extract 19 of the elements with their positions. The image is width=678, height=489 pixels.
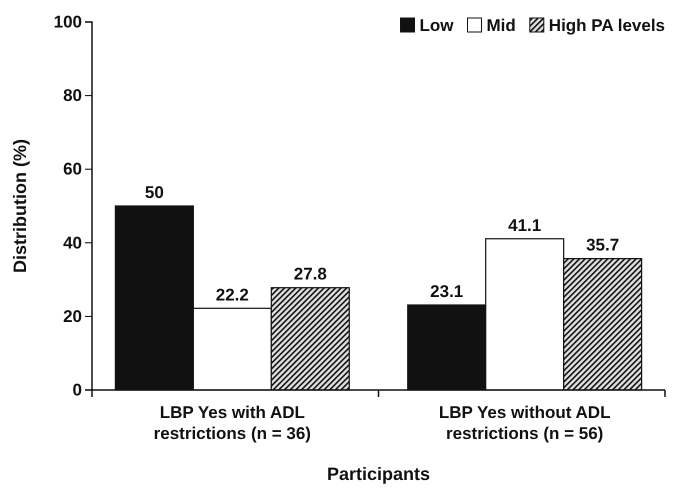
data-label: 23.1 bbox=[430, 282, 464, 301]
x-tick-label: LBP Yes without ADL restrictions (n = 56) bbox=[438, 403, 610, 443]
y-tick-label: 40 bbox=[63, 233, 82, 252]
y-tick-label: 100 bbox=[54, 12, 82, 32]
legend-label: Mid bbox=[486, 16, 516, 35]
legend-label: Low bbox=[420, 16, 454, 35]
y-tick-label: 60 bbox=[63, 160, 82, 179]
y-tick-label: 20 bbox=[63, 306, 82, 326]
x-axis-title: Participants bbox=[326, 464, 430, 484]
data-label: 27.8 bbox=[294, 264, 327, 284]
legend-label: High PA levels bbox=[548, 16, 665, 35]
data-label: 35.7 bbox=[586, 236, 620, 255]
y-tick-label: 80 bbox=[63, 86, 82, 106]
data-label: 41.1 bbox=[508, 216, 542, 235]
y-axis-title: Distribution (%) bbox=[10, 139, 30, 273]
y-tick-label: 0 bbox=[72, 380, 82, 400]
x-tick-label: LBP Yes with ADL restrictions (n = 36) bbox=[154, 403, 311, 443]
data-label: 50 bbox=[144, 183, 164, 202]
data-label: 22.2 bbox=[216, 285, 249, 304]
